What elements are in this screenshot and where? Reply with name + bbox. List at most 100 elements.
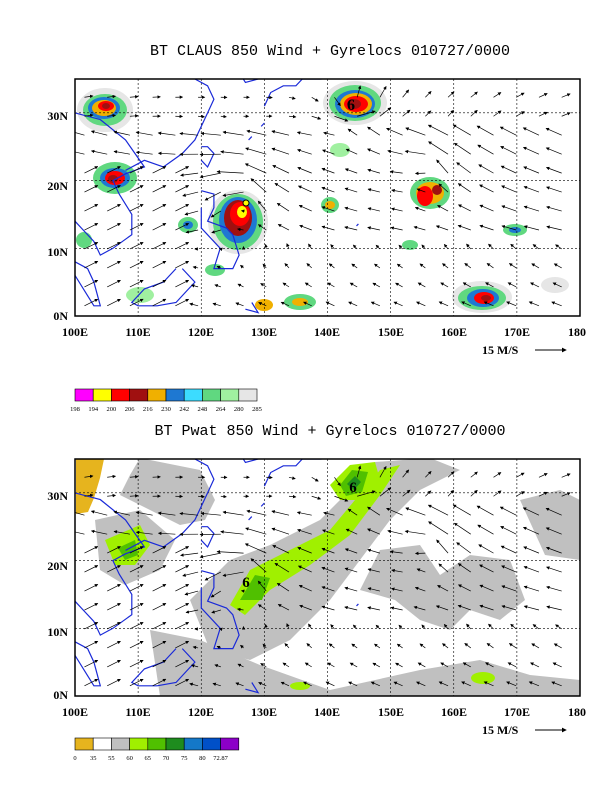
wind-vector <box>107 113 117 118</box>
wind-vector <box>258 302 267 307</box>
wind-vector <box>417 662 426 668</box>
wind-vector <box>457 183 471 193</box>
wind-vector <box>462 282 471 288</box>
pwat-moisture-fields <box>76 459 580 696</box>
wind-vector <box>528 681 540 687</box>
pwat-title: BT Pwat 850 Wind + Gyrelocs 010727/0000 <box>154 423 505 440</box>
wind-vector <box>211 609 221 614</box>
wind-vector <box>425 490 432 497</box>
wind-vector <box>298 205 312 212</box>
wind-vector <box>561 93 571 98</box>
wind-vector <box>90 130 108 136</box>
wind-vector <box>107 260 121 269</box>
wind-vector <box>447 91 455 98</box>
wind-vector <box>311 115 322 120</box>
wind-vector <box>516 491 525 497</box>
wind-vector <box>344 567 358 573</box>
wind-vector <box>200 131 221 136</box>
cluster-east-equatorial <box>452 281 512 313</box>
wind-vector <box>152 678 167 687</box>
wind-vector <box>107 640 121 649</box>
wind-vector <box>442 643 449 649</box>
wind-vector <box>84 166 99 174</box>
wind-vector <box>264 623 268 630</box>
wind-vector <box>349 662 358 668</box>
wind-vector <box>250 178 267 193</box>
lon-tick-label: 110E <box>125 325 150 339</box>
wind-vector <box>538 93 548 98</box>
wind-vector <box>190 664 199 668</box>
wind-vector <box>152 166 167 174</box>
wind-vector <box>436 539 449 554</box>
lat-tick-label: 30N <box>47 489 68 503</box>
wind-vector <box>135 131 153 136</box>
wind-vector <box>546 205 562 212</box>
wind-vector <box>297 565 312 573</box>
colorbar-label: 65 <box>145 755 152 762</box>
wind-vector <box>306 263 312 269</box>
wind-vector <box>522 146 540 155</box>
coastline <box>125 79 215 171</box>
wind-vector <box>436 159 449 174</box>
wind-vector <box>345 148 358 155</box>
claus-reference-vector: 15 M/S <box>482 343 567 357</box>
wind-vector <box>386 127 403 136</box>
wind-vector <box>297 546 312 554</box>
wind-vector <box>113 510 130 516</box>
lon-tick-label: 120E <box>188 325 214 339</box>
cluster-vietnam <box>93 162 137 194</box>
colorbar-swatch <box>165 388 185 402</box>
lon-tick-label: 120E <box>188 705 214 719</box>
wind-vector <box>129 603 144 611</box>
colorbar-label: 285 <box>252 406 262 413</box>
wind-vector <box>175 166 190 174</box>
wind-vector <box>107 659 121 668</box>
wind-vector <box>452 504 471 516</box>
wind-vector <box>152 242 167 250</box>
wind-vector <box>220 494 227 499</box>
wind-vector <box>322 529 335 535</box>
wind-vector <box>453 522 471 535</box>
wind-vector <box>456 162 472 174</box>
wind-vector <box>84 659 99 668</box>
wind-vector <box>84 242 99 250</box>
wind-vector <box>296 511 312 516</box>
wind-vector <box>523 546 540 554</box>
wind-vector <box>304 282 312 288</box>
wind-vector <box>447 489 454 497</box>
wind-vector <box>152 298 167 307</box>
wind-vector <box>538 491 548 497</box>
wind-vector <box>457 584 471 592</box>
wind-vector <box>532 244 540 250</box>
wind-vector <box>84 185 99 193</box>
wind-vector <box>470 91 478 98</box>
wind-vector <box>179 131 199 136</box>
wind-vector <box>280 301 290 307</box>
wind-vector <box>84 279 99 288</box>
wind-vector <box>327 662 335 668</box>
wind-vector <box>530 662 540 668</box>
wind-vector <box>272 545 290 554</box>
wind-vector <box>185 229 199 234</box>
wind-vector <box>552 662 562 668</box>
wind-vector <box>546 186 562 193</box>
wind-vector <box>237 227 244 232</box>
wind-vector <box>522 127 540 136</box>
wind-vector <box>391 587 403 592</box>
wind-vector <box>175 185 190 193</box>
wind-vector <box>129 260 144 269</box>
wind-vector <box>387 149 403 155</box>
wind-vector <box>466 623 472 630</box>
wind-vector <box>198 114 205 119</box>
wind-vector <box>501 225 517 231</box>
wind-vector <box>304 662 312 668</box>
wind-vector <box>545 507 562 516</box>
wind-vector <box>523 185 540 193</box>
wind-vector <box>452 124 471 136</box>
coastline <box>263 459 323 487</box>
wind-vector <box>175 546 190 554</box>
pwat-colorbar: 0 35 55 60 65 70 75 80 72.87 <box>73 737 240 762</box>
wind-vector <box>391 207 403 212</box>
wind-vector <box>90 510 108 516</box>
wind-vector <box>90 149 108 155</box>
